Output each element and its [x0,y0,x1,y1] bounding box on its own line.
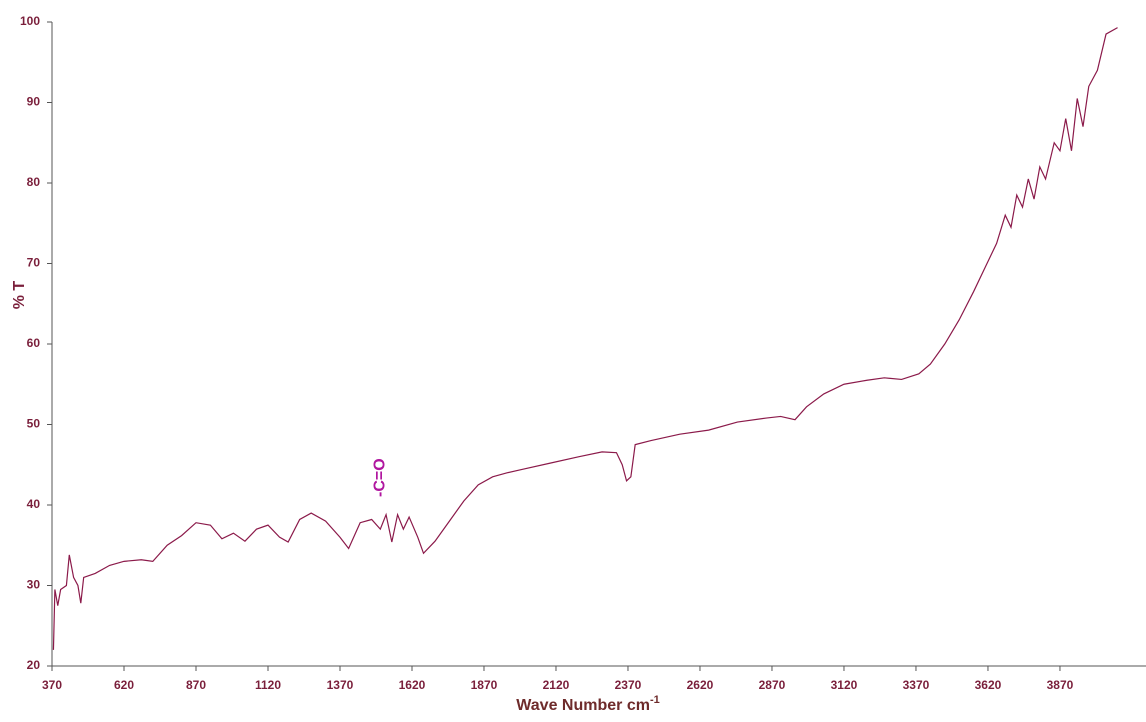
y-tick-label: 30 [27,578,41,592]
y-tick-label: 80 [27,175,41,189]
y-axis-label: % T [11,281,28,310]
y-tick-label: 50 [27,417,41,431]
x-tick-label: 2620 [687,678,714,692]
x-tick-label: 2120 [543,678,570,692]
spectrum-line [52,27,1118,650]
x-tick-label: 370 [42,678,62,692]
y-tick-label: 90 [27,95,41,109]
y-tick-label: 100 [20,14,40,28]
x-axis-label-text: Wave Number cm [516,697,650,714]
y-tick-label: 70 [27,256,41,270]
x-tick-label: 3870 [1047,678,1074,692]
x-tick-label: 1620 [399,678,426,692]
annotation: -C=O [372,458,389,497]
x-tick-label: 3620 [975,678,1002,692]
x-axis-label: Wave Number cm-1 [516,694,659,714]
x-tick-label: 3370 [903,678,930,692]
y-tick-label: 20 [27,658,41,672]
x-tick-label: 1370 [327,678,354,692]
x-tick-label: 1120 [255,678,281,692]
y-tick-label: 60 [27,336,41,350]
x-tick-label: 870 [186,678,206,692]
x-tick-label: 3120 [831,678,858,692]
x-tick-label: 2870 [759,678,786,692]
x-tick-label: 2370 [615,678,642,692]
x-axis-label-sup: -1 [650,694,660,706]
x-tick-label: 620 [114,678,134,692]
y-tick-label: 40 [27,497,41,511]
x-tick-label: 1870 [471,678,498,692]
